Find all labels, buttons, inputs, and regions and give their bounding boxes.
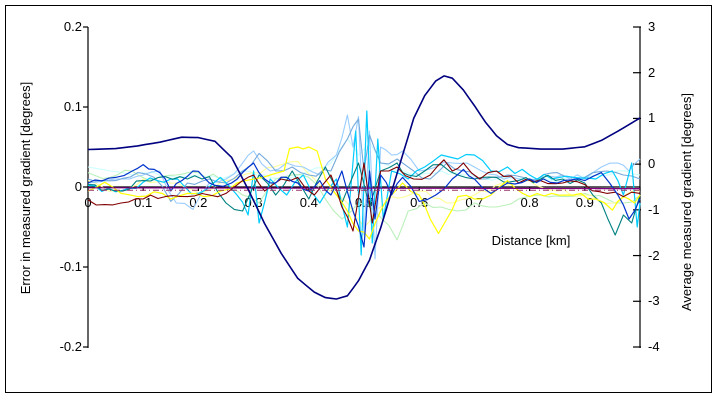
x-tick-label: 0 — [84, 195, 92, 210]
x-tick-label: 0.9 — [575, 195, 594, 210]
right-tick-label: -1 — [648, 201, 660, 217]
left-tick-label: -0.2 — [59, 339, 82, 354]
x-tick-label: 0.4 — [299, 195, 318, 210]
x-tick-label: 0.2 — [189, 195, 208, 210]
left-tick-label: 0.1 — [63, 99, 82, 114]
x-tick-label: 0.6 — [410, 195, 429, 210]
right-tick-label: 0 — [648, 156, 656, 172]
left-tick-label: -0.1 — [59, 259, 82, 274]
x-tick-label: 0.8 — [520, 195, 539, 210]
left-axis-title: Error in measured gradient [degrees] — [18, 81, 33, 295]
x-tick-label: 0.7 — [465, 195, 484, 210]
x-tick-label: 0.1 — [134, 195, 153, 210]
right-tick-label: 2 — [648, 64, 656, 80]
left-tick-label: 0 — [74, 179, 82, 194]
left-tick-label: 0.2 — [63, 19, 82, 34]
right-tick-label: 1 — [648, 110, 656, 126]
right-tick-label: -2 — [648, 247, 660, 263]
x-axis-title: Distance [km] — [491, 233, 571, 248]
right-tick-label: -4 — [648, 339, 660, 354]
right-tick-label: -3 — [648, 293, 660, 309]
x-tick-label: 0.5 — [354, 195, 374, 210]
right-tick-label: 3 — [648, 19, 656, 34]
x-tick-label: 0.3 — [244, 195, 263, 210]
